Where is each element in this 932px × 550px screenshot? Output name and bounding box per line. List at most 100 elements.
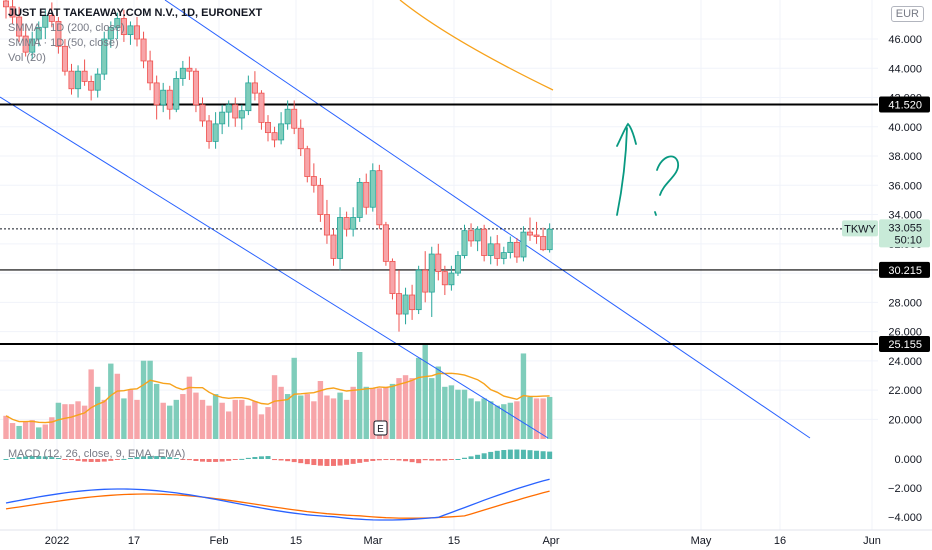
candle-body bbox=[382, 224, 389, 262]
candle-body bbox=[232, 104, 239, 119]
candle-body bbox=[271, 132, 278, 141]
candle-body bbox=[199, 104, 206, 122]
price-tick-label: 20.000 bbox=[888, 414, 922, 426]
macd-histogram-bar bbox=[481, 453, 487, 459]
candle bbox=[75, 65, 82, 98]
question-mark-drawing bbox=[654, 155, 679, 216]
macd-histogram-bar bbox=[141, 456, 147, 459]
price-tick-label: 40.000 bbox=[888, 122, 922, 134]
volume-bar bbox=[396, 378, 402, 439]
trendline-lower[interactable] bbox=[0, 96, 549, 439]
volume-bar bbox=[219, 402, 225, 439]
candle bbox=[120, 9, 127, 42]
trendline-upper[interactable] bbox=[164, 0, 811, 439]
volume-bar bbox=[383, 386, 389, 439]
volume-bar bbox=[298, 395, 304, 439]
legend-volume[interactable]: Vol (20) bbox=[8, 52, 46, 64]
volume-bar bbox=[49, 417, 55, 439]
macd-histogram-bar bbox=[462, 457, 467, 459]
candle-body bbox=[428, 253, 435, 293]
candle-body bbox=[55, 21, 62, 47]
earnings-marker-box[interactable] bbox=[373, 420, 388, 436]
candle-body bbox=[75, 70, 82, 90]
candle bbox=[271, 126, 278, 148]
volume-bar bbox=[36, 427, 42, 439]
candle-body bbox=[101, 38, 108, 75]
volume-bar bbox=[540, 398, 546, 439]
volume-bar bbox=[455, 389, 461, 439]
volume-bar bbox=[376, 388, 383, 439]
candle bbox=[382, 221, 389, 266]
candle bbox=[297, 119, 304, 157]
macd-legend[interactable]: MACD (12, 26, close, 9, EMA, EMA) bbox=[8, 448, 186, 460]
candle bbox=[350, 207, 357, 237]
volume-bar bbox=[278, 386, 284, 439]
level-label-25155-bg bbox=[879, 335, 930, 352]
volume-bar bbox=[55, 402, 62, 439]
level-label-41520: 41.520 bbox=[888, 100, 922, 112]
candle-body bbox=[409, 294, 416, 311]
volume-bar bbox=[180, 394, 186, 439]
volume-bar bbox=[95, 386, 101, 439]
candle bbox=[140, 31, 147, 69]
macd-histogram-bar bbox=[219, 459, 225, 462]
volume-bar bbox=[429, 378, 435, 439]
macd-histogram-bar bbox=[403, 459, 409, 462]
chart-legend: JUST EAT TAKEAWAY.COM N.V., 1D, EURONEXT… bbox=[8, 6, 262, 66]
macd-histogram-bar bbox=[232, 459, 238, 460]
candle-body bbox=[513, 241, 520, 258]
macd-signal-line bbox=[5, 490, 550, 519]
volume-bar bbox=[546, 396, 553, 439]
candle-body bbox=[186, 67, 193, 72]
candle-body bbox=[422, 269, 429, 293]
candle-body bbox=[468, 230, 475, 242]
macd-histogram-bar bbox=[16, 457, 22, 459]
candle bbox=[461, 224, 468, 259]
macd-histogram-bar bbox=[154, 456, 160, 459]
volume-bar bbox=[324, 395, 330, 439]
volume-bar bbox=[291, 357, 297, 439]
time-tick-label: May bbox=[691, 535, 712, 547]
currency-badge[interactable]: EUR bbox=[890, 6, 924, 22]
candle-body bbox=[435, 253, 442, 273]
legend-smma200[interactable]: SMMA · 1D (200, close) bbox=[8, 22, 125, 34]
legend-smma50[interactable]: SMMA · 1D (50, close) bbox=[8, 37, 119, 49]
candle bbox=[454, 251, 461, 277]
time-tick-label: Apr bbox=[542, 535, 559, 547]
volume-bar bbox=[121, 398, 127, 439]
candle-body bbox=[88, 81, 95, 91]
earnings-marker[interactable]: E bbox=[373, 420, 388, 436]
time-tick-label: Feb bbox=[210, 535, 229, 547]
candle bbox=[468, 223, 475, 247]
candle bbox=[291, 100, 298, 135]
macd-histogram-bar bbox=[435, 459, 441, 461]
volume-bar bbox=[134, 399, 140, 439]
macd-histogram-bar bbox=[114, 459, 120, 460]
volume-bar bbox=[258, 414, 265, 439]
macd-histogram-bar bbox=[23, 456, 29, 459]
candle-body bbox=[107, 26, 114, 40]
volume-bar bbox=[343, 399, 350, 439]
macd-histogram-bar bbox=[36, 456, 42, 459]
candle-body bbox=[179, 67, 186, 79]
candle-body bbox=[68, 70, 75, 90]
candle-body bbox=[42, 15, 49, 28]
candle-body bbox=[206, 120, 213, 142]
macd-histogram-bar bbox=[3, 459, 9, 460]
candle bbox=[199, 97, 206, 127]
candle bbox=[500, 246, 507, 265]
macd-histogram-bar bbox=[173, 458, 179, 460]
candle bbox=[114, 12, 121, 39]
candle-body bbox=[330, 234, 337, 259]
time-tick-label: Mar bbox=[364, 535, 383, 547]
volume-bar bbox=[75, 401, 81, 439]
price-tick-label: 24.000 bbox=[888, 356, 922, 368]
candle bbox=[513, 237, 520, 263]
candle-body bbox=[454, 255, 461, 274]
macd-histogram-bar bbox=[108, 459, 114, 461]
volume-bar bbox=[245, 405, 252, 439]
candle-body bbox=[29, 38, 36, 53]
candle-body bbox=[402, 294, 409, 315]
volume-bar bbox=[22, 421, 29, 439]
